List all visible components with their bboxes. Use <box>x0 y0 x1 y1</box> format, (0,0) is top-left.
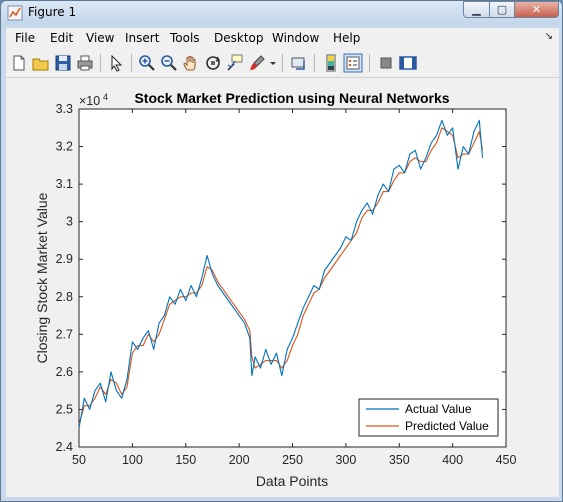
data-cursor-icon[interactable] <box>225 53 245 73</box>
maximize-button[interactable]: ▢ <box>489 1 515 18</box>
y-tick-labels: 2.4 2.5 2.6 2.7 2.8 2.9 3 3.1 3.2 3.3 <box>56 102 73 454</box>
window-title: Figure 1 <box>28 5 77 19</box>
y-tick-label: 3.2 <box>56 140 73 154</box>
x-tick-label: 300 <box>335 453 356 467</box>
chevron-down-icon[interactable] <box>268 53 278 73</box>
y-tick-label: 2.7 <box>56 327 73 341</box>
toolbar-separator <box>100 54 101 72</box>
zoom-in-icon[interactable] <box>137 53 157 73</box>
pan-hand-icon[interactable] <box>181 53 201 73</box>
y-tick-label: 2.8 <box>56 290 73 304</box>
chart-title: Stock Market Prediction using Neural Net… <box>134 90 449 106</box>
series-layer <box>78 119 484 429</box>
x-tick-label: 400 <box>442 453 463 467</box>
legend-label-predicted: Predicted Value <box>405 419 489 433</box>
menu-insert[interactable]: Insert <box>125 31 160 45</box>
series-line-actual <box>78 119 484 429</box>
close-button[interactable]: ✕ <box>514 1 559 18</box>
y-tick-label: 3 <box>66 215 73 229</box>
menu-expand-icon[interactable]: ↘ <box>544 31 553 42</box>
y-tick-label: 2.4 <box>56 440 73 454</box>
link-plot-icon[interactable] <box>289 53 309 73</box>
toolbar-separator <box>369 54 370 72</box>
toolbar <box>6 49 559 78</box>
x-tick-label: 350 <box>389 453 410 467</box>
legend-label-actual: Actual Value <box>405 402 472 416</box>
y-exponent-base: ×10 <box>79 94 100 108</box>
x-axis-label: Data Points <box>256 473 328 489</box>
menu-desktop[interactable]: Desktop <box>214 31 264 45</box>
toolbar-separator <box>131 54 132 72</box>
rotate-3d-icon[interactable] <box>203 53 223 73</box>
axis-ticks <box>78 108 507 448</box>
brush-icon[interactable] <box>247 53 267 73</box>
insert-legend-icon[interactable] <box>343 53 363 73</box>
menu-view[interactable]: View <box>86 31 115 45</box>
menu-window[interactable]: Window <box>272 31 320 45</box>
x-tick-label: 250 <box>282 453 303 467</box>
insert-colorbar-icon[interactable] <box>321 53 341 73</box>
menu-bar: File Edit View Insert Tools Desktop Wind… <box>6 28 559 49</box>
x-tick-label: 200 <box>229 453 250 467</box>
new-figure-icon[interactable] <box>9 53 29 73</box>
x-tick-label: 150 <box>175 453 196 467</box>
matlab-figure-icon <box>7 5 23 21</box>
y-tick-label: 2.6 <box>56 365 73 379</box>
menu-file[interactable]: File <box>15 31 36 45</box>
toolbar-separator <box>282 54 283 72</box>
toolbar-separator <box>314 54 315 72</box>
edit-plot-arrow-icon[interactable] <box>106 53 126 73</box>
open-file-icon[interactable] <box>31 53 51 73</box>
print-icon[interactable] <box>75 53 95 73</box>
menu-tools[interactable]: Tools <box>170 31 200 45</box>
y-tick-label: 3.3 <box>56 102 73 116</box>
y-tick-label: 3.1 <box>56 177 73 191</box>
plot-area <box>78 108 507 448</box>
x-tick-label: 450 <box>496 453 517 467</box>
y-tick-label: 2.9 <box>56 252 73 266</box>
y-tick-label: 2.5 <box>56 402 73 416</box>
x-tick-label: 100 <box>122 453 143 467</box>
title-bar[interactable]: Figure 1 ▁ ▢ ✕ <box>1 1 562 25</box>
show-plot-tools-icon[interactable] <box>398 53 418 73</box>
zoom-out-icon[interactable] <box>159 53 179 73</box>
y-axis-label: Closing Stock Market Value <box>34 192 50 363</box>
x-tick-labels: 50 100 150 200 250 300 350 400 450 <box>72 453 516 467</box>
hide-plot-tools-icon[interactable] <box>376 53 396 73</box>
y-exponent-power: 4 <box>103 92 108 102</box>
menu-edit[interactable]: Edit <box>50 31 74 45</box>
save-icon[interactable] <box>53 53 73 73</box>
line-chart: 50 100 150 200 250 300 350 400 450 2.42.52.62.72… <box>34 90 516 489</box>
figure-canvas: 50 100 150 200 250 300 350 400 450 2.4 2.5 2.6 2.7 2… <box>6 78 559 497</box>
legend-box <box>358 398 499 437</box>
minimize-button[interactable]: ▁ <box>463 1 490 18</box>
x-tick-label: 50 <box>72 453 86 467</box>
legend[interactable]: Actual Value Predicted Value <box>358 398 499 437</box>
menu-help[interactable]: Help <box>333 31 361 45</box>
